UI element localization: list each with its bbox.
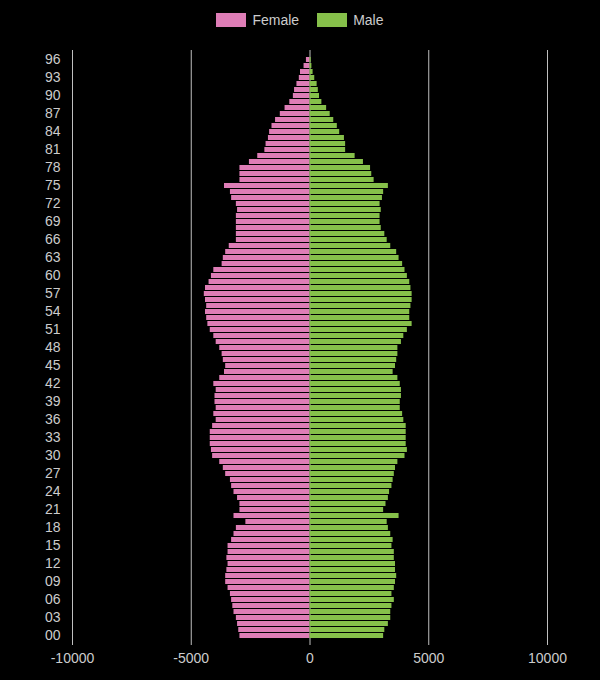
svg-text:90: 90 [45, 87, 61, 103]
svg-text:12: 12 [45, 555, 61, 571]
svg-text:03: 03 [45, 609, 61, 625]
svg-text:09: 09 [45, 573, 61, 589]
svg-text:48: 48 [45, 339, 61, 355]
svg-text:10000: 10000 [528, 650, 567, 666]
html-text:Male: Male [353, 12, 384, 28]
svg-text:33: 33 [45, 429, 61, 445]
svg-text:30: 30 [45, 447, 61, 463]
svg-text:00: 00 [45, 627, 61, 643]
svg-text:-10000: -10000 [51, 650, 95, 666]
svg-text:-5000: -5000 [173, 650, 209, 666]
svg-text:87: 87 [45, 105, 61, 121]
svg-text:93: 93 [45, 69, 61, 85]
svg-text:15: 15 [45, 537, 61, 553]
svg-text:72: 72 [45, 195, 61, 211]
svg-text:27: 27 [45, 465, 61, 481]
svg-text:5000: 5000 [413, 650, 444, 666]
svg-text:24: 24 [45, 483, 61, 499]
svg-text:39: 39 [45, 393, 61, 409]
svg-text:63: 63 [45, 249, 61, 265]
svg-text:81: 81 [45, 141, 61, 157]
svg-text:78: 78 [45, 159, 61, 175]
svg-text:69: 69 [45, 213, 61, 229]
svg-text:42: 42 [45, 375, 61, 391]
svg-text:57: 57 [45, 285, 61, 301]
svg-text:75: 75 [45, 177, 61, 193]
html-text:Female: Female [252, 12, 300, 28]
svg-text:66: 66 [45, 231, 61, 247]
svg-text:21: 21 [45, 501, 61, 517]
svg-text:84: 84 [45, 123, 61, 139]
svg-text:51: 51 [45, 321, 61, 337]
svg-text:36: 36 [45, 411, 61, 427]
svg-text:06: 06 [45, 591, 61, 607]
svg-text:54: 54 [45, 303, 61, 319]
svg-text:18: 18 [45, 519, 61, 535]
svg-text:60: 60 [45, 267, 61, 283]
svg-text:96: 96 [45, 51, 61, 67]
svg-text:45: 45 [45, 357, 61, 373]
svg-text:0: 0 [306, 650, 314, 666]
